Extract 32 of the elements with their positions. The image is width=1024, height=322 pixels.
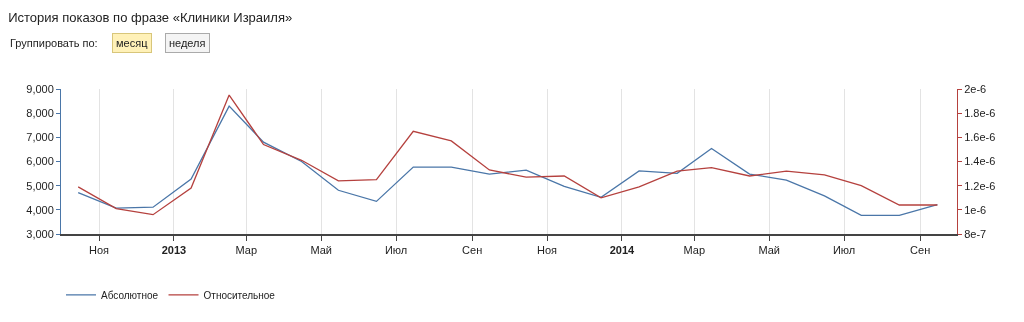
chart-title: История показов по фразе «Клиники Израиля» — [8, 9, 293, 25]
x-tick-label: Июл — [384, 244, 408, 257]
x-tick-label: Мар — [235, 244, 258, 257]
x-tick-label: Май — [758, 244, 780, 257]
text: месяц — [116, 37, 149, 49]
y-tick-label: 7,000 — [26, 131, 54, 144]
x-tick-label: Ноя — [537, 244, 558, 257]
x-tick-label: 2014 — [609, 244, 636, 257]
y2-tick-label: 1e-6 — [964, 203, 987, 216]
legend-label: Относительное — [203, 289, 276, 301]
y-tick-label: 6,000 — [26, 155, 54, 168]
y2-tick-label: 2e-6 — [964, 82, 987, 95]
y2-tick-label: 1.4e-6 — [964, 155, 996, 168]
y-tick-label: 4,000 — [26, 203, 54, 216]
y-tick-label: 8,000 — [26, 107, 54, 120]
x-tick-label: Июл — [832, 244, 856, 257]
y2-tick-label: 1.8e-6 — [964, 107, 996, 120]
legend-label: Абсолютное — [101, 289, 159, 301]
text: Группировать по: — [10, 37, 98, 49]
y-tick-label: 5,000 — [26, 179, 54, 192]
y-tick-label: 3,000 — [26, 227, 54, 240]
y2-tick-label: 1.6e-6 — [964, 131, 996, 144]
x-tick-label: Сен — [910, 244, 931, 257]
y2-tick-label: 8e-7 — [964, 227, 987, 240]
x-tick-label: Мар — [683, 244, 706, 257]
x-tick-label: Сен — [462, 244, 483, 257]
y2-tick-label: 1.2e-6 — [964, 179, 996, 192]
x-tick-label: 2013 — [161, 244, 187, 257]
x-tick-label: Ноя — [89, 244, 110, 257]
x-tick-label: Май — [310, 244, 332, 257]
y-tick-label: 9,000 — [26, 82, 54, 95]
text: неделя — [169, 37, 206, 49]
